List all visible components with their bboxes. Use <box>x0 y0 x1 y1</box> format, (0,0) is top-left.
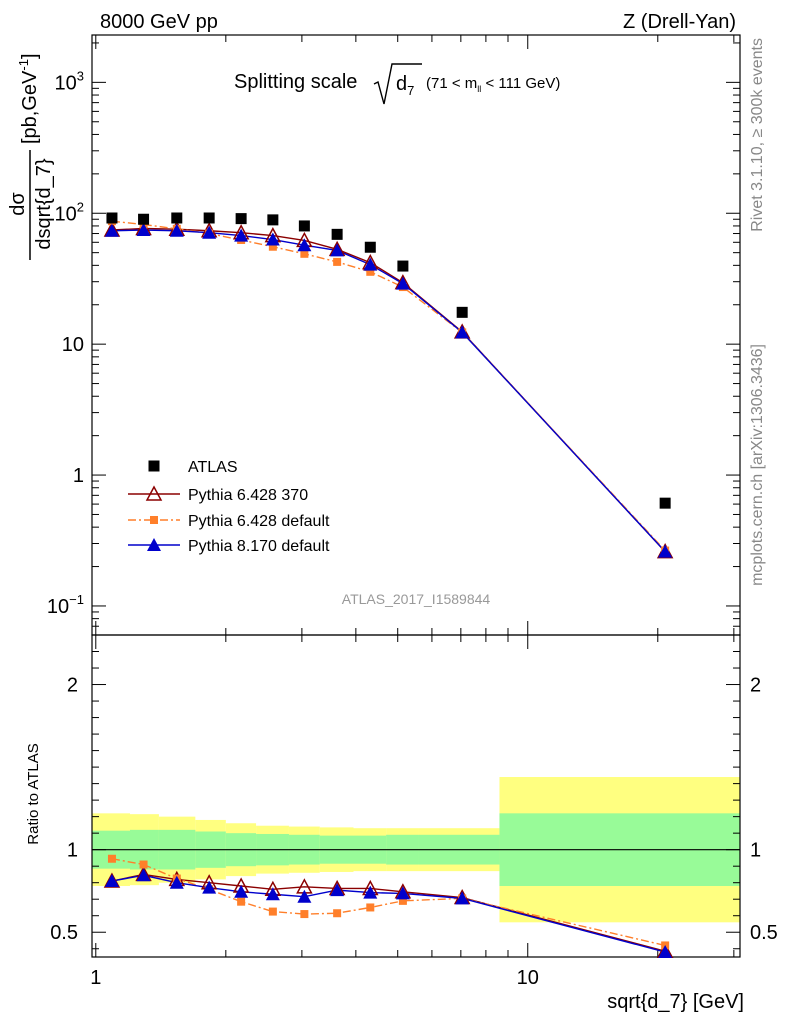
chart-title-symbol: d7 <box>396 73 414 98</box>
pythia-6-428-370-ratio-line <box>111 873 666 952</box>
ylabel-numerator: dσ <box>7 192 29 216</box>
pythia-6-428-default-ratio-point <box>268 907 277 916</box>
pythia-8-170-default-ratio-point <box>104 874 119 888</box>
pythia-6-428-default-point <box>366 267 375 276</box>
pythia-6-428-default-ratio-point <box>237 897 246 906</box>
pythia-8-170-default-ratio-point <box>658 945 673 959</box>
chart-title-main: Splitting scale <box>234 71 357 93</box>
ratio-tick-label-right: 0.5 <box>750 922 778 944</box>
pythia-6-428-default-line <box>111 220 666 552</box>
pythia-8-170-default-ratio-point <box>330 883 345 897</box>
ratio-frame <box>91 634 741 958</box>
mcplots-label: mcplots.cern.ch [arXiv:1306.3436] <box>749 344 766 586</box>
ylabel-units: [pb,GeV-1] <box>16 53 41 144</box>
header-right: Z (Drell-Yan) <box>623 11 736 33</box>
atlas-point <box>106 212 118 224</box>
atlas-point <box>235 213 247 225</box>
pythia-6-428-default-ratio-point <box>139 860 148 869</box>
y-tick-label: 102 <box>55 199 84 225</box>
pythia-8-170-default-ratio-point <box>234 884 249 898</box>
atlas-point <box>659 497 671 509</box>
pythia-8-170-default-point <box>104 223 119 237</box>
main-ylabel: dσ dsqrt{d_7} [pb,GeV-1] <box>7 53 55 260</box>
pythia-8-170-default-ratio-point <box>136 868 151 882</box>
atlas-point <box>267 214 279 226</box>
atlas-point <box>138 213 150 225</box>
sqrt-sign <box>373 63 422 105</box>
ratio-ylabel: Ratio to ATLAS <box>25 743 42 844</box>
atlas-point <box>456 306 468 318</box>
ratio-tick-label-right: 2 <box>750 675 761 697</box>
legend-label: Pythia 8.170 default <box>188 538 330 555</box>
legend-label: Pythia 6.428 370 <box>188 487 308 504</box>
legend-label: ATLAS <box>188 459 238 476</box>
pythia-6-428-default-ratio-line <box>111 858 666 947</box>
pythia-8-170-default-ratio-point <box>363 885 378 899</box>
y-tick-label: 1 <box>73 465 84 487</box>
legend-marker <box>147 538 161 551</box>
pythia-8-170-default-point <box>363 257 378 271</box>
analysis-id: ATLAS_2017_I1589844 <box>342 591 491 607</box>
atlas-point <box>203 212 215 224</box>
pythia-8-170-default-point <box>297 238 312 252</box>
atlas-point <box>171 212 183 224</box>
ratio-tick-label-right: 1 <box>750 840 761 862</box>
pythia-8-170-default-ratio-point <box>265 887 280 901</box>
main-series-layer <box>103 212 674 559</box>
ratio-tick-label-left: 1 <box>67 840 78 862</box>
chart-title-range: (71 < mll < 111 GeV) <box>426 75 560 94</box>
pythia-8-170-default-point <box>202 225 217 239</box>
pythia-6-428-default-ratio-point <box>333 909 342 918</box>
legend-marker <box>150 516 158 524</box>
pythia-8-170-default-ratio-point <box>455 891 470 905</box>
atlas-point <box>298 220 310 232</box>
pythia-8-170-default-point <box>330 243 345 257</box>
pythia-6-428-default-ratio-point <box>107 854 116 863</box>
y-tick-label: 10 <box>62 334 84 356</box>
atlas-point <box>397 260 409 272</box>
ratio-series-layer <box>103 854 674 959</box>
ratio-error-bands <box>92 777 740 923</box>
pythia-8-170-default-point <box>136 222 151 236</box>
y-tick-label: 103 <box>55 68 84 94</box>
rivet-label: Rivet 3.1.10, ≥ 300k events <box>749 38 766 232</box>
pythia-6-428-default-ratio-point <box>300 910 309 919</box>
pythia-6-428-default-point <box>333 257 342 266</box>
atlas-point <box>364 241 376 253</box>
pythia-8-170-default-point <box>455 325 470 339</box>
pythia-6-428-default-point <box>268 242 277 251</box>
pythia-8-170-default-point <box>169 223 184 237</box>
pythia-6-428-default-ratio-point <box>398 896 407 905</box>
pythia-8-170-default-ratio-point <box>395 886 410 900</box>
x-tick-label: 1 <box>90 967 101 989</box>
pythia-8-170-default-point <box>234 228 249 242</box>
pythia-8-170-default-point <box>395 276 410 290</box>
pythia-6-428-default-point <box>300 249 309 258</box>
legend: ATLAS Pythia 6.428 370 Pythia 6.428 defaul… <box>128 459 330 555</box>
atlas-point <box>331 228 343 240</box>
legend-marker <box>148 460 160 472</box>
y-tick-label: 10−1 <box>47 592 84 618</box>
pythia-6-428-default-ratio-point <box>366 903 375 912</box>
pythia-8-170-default-line <box>111 229 666 553</box>
pythia-8-170-default-ratio-point <box>297 889 312 903</box>
ratio-axes: 1 10 0.5 0.5 1 1 2 2 <box>50 634 778 989</box>
pythia-8-170-default-ratio-point <box>169 875 184 889</box>
pythia-8-170-default-point <box>265 232 280 246</box>
chart-title: Splitting scale <box>234 71 357 93</box>
pythia-8-170-default-point <box>658 544 673 558</box>
ratio-tick-label-left: 0.5 <box>50 922 78 944</box>
ylabel-denominator: dsqrt{d_7} <box>33 158 55 250</box>
ratio-tick-label-left: 2 <box>67 675 78 697</box>
legend-marker <box>145 485 163 501</box>
legend-label: Pythia 6.428 default <box>188 513 330 530</box>
x-tick-label: 10 <box>517 967 539 989</box>
xlabel: sqrt{d_7} [GeV] <box>607 991 744 1013</box>
pythia-8-170-default-ratio-point <box>202 880 217 894</box>
header-left: 8000 GeV pp <box>100 11 218 33</box>
